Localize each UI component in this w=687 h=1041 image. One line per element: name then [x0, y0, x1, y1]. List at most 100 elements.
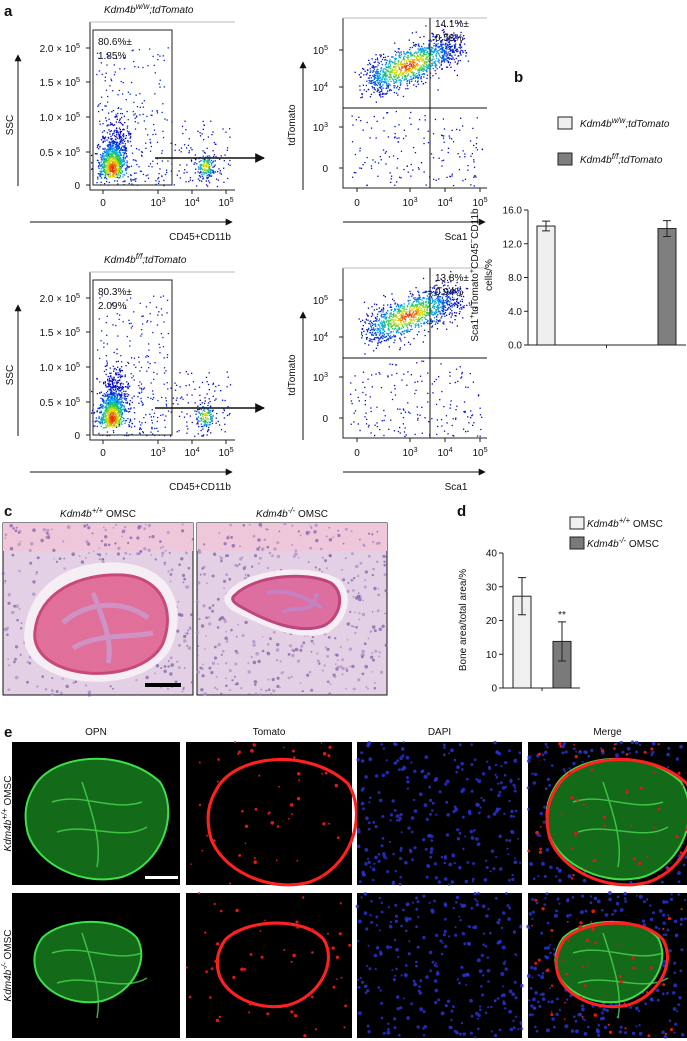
event-dot	[204, 416, 207, 418]
event-dot	[110, 130, 112, 132]
event-dot	[481, 148, 483, 150]
event-dot	[423, 171, 425, 173]
event-dot	[116, 397, 118, 399]
event-dot	[449, 371, 451, 373]
event-dot	[205, 165, 207, 167]
event-dot	[385, 61, 387, 64]
event-dot	[473, 176, 475, 178]
event-dot	[114, 367, 116, 370]
event-dot	[449, 64, 451, 66]
event-dot	[415, 287, 417, 289]
event-dot	[460, 377, 462, 379]
event-dot	[145, 306, 148, 308]
event-dot	[113, 431, 115, 434]
event-dot	[450, 400, 452, 402]
event-dot	[397, 319, 399, 321]
event-dot	[443, 128, 446, 130]
event-dot	[385, 68, 387, 70]
event-dot	[102, 163, 104, 165]
event-dot	[395, 315, 398, 317]
event-dot	[380, 387, 383, 389]
event-dot	[392, 324, 394, 326]
event-dot	[409, 343, 411, 345]
event-dot	[226, 414, 229, 417]
event-dot	[398, 68, 400, 70]
event-dot	[432, 67, 434, 70]
event-dot	[210, 420, 212, 422]
event-dot	[119, 135, 121, 137]
event-dot	[117, 132, 119, 134]
event-dot	[373, 350, 375, 352]
event-dot	[371, 58, 373, 60]
panel-label: c	[4, 503, 12, 520]
event-dot	[99, 381, 101, 383]
event-dot	[109, 148, 111, 151]
event-dot	[115, 409, 117, 411]
event-dot	[110, 164, 112, 166]
event-dot	[454, 61, 456, 63]
event-dot	[473, 166, 476, 168]
event-dot	[198, 168, 200, 170]
event-dot	[108, 162, 110, 165]
event-dot	[217, 179, 219, 181]
event-dot	[361, 96, 363, 98]
event-dot	[354, 153, 357, 156]
event-dot	[105, 402, 107, 405]
event-dot	[115, 154, 117, 156]
event-dot	[154, 72, 156, 74]
event-dot	[208, 409, 210, 411]
event-dot	[113, 406, 115, 408]
event-dot	[451, 175, 453, 177]
event-dot	[392, 318, 394, 320]
event-dot	[120, 409, 122, 411]
text-run: 1.0 × 10	[40, 363, 77, 374]
event-dot	[391, 71, 393, 74]
event-dot	[116, 385, 119, 387]
event-dot	[218, 424, 221, 426]
event-dot	[418, 68, 420, 70]
event-dot	[106, 154, 108, 156]
event-dot	[159, 55, 161, 57]
event-dot	[400, 304, 403, 306]
event-dot	[112, 378, 114, 380]
event-dot	[415, 316, 417, 318]
event-dot	[434, 62, 436, 64]
event-dot	[379, 54, 381, 56]
event-dot	[388, 67, 390, 69]
event-dot	[428, 290, 430, 292]
event-dot	[470, 155, 472, 157]
event-dot	[130, 165, 133, 167]
event-dot	[103, 158, 106, 160]
event-dot	[190, 160, 193, 162]
event-dot	[108, 395, 110, 398]
event-dot	[410, 55, 412, 57]
event-dot	[439, 56, 442, 58]
event-dot	[116, 134, 118, 136]
event-dot	[119, 175, 122, 177]
event-dot	[126, 299, 128, 301]
event-dot	[404, 59, 406, 61]
event-dot	[398, 312, 400, 314]
event-dot	[405, 320, 407, 322]
event-dot	[437, 60, 439, 62]
event-dot	[120, 146, 123, 149]
event-dot	[421, 380, 423, 382]
event-dot	[421, 73, 423, 76]
event-dot	[103, 405, 105, 407]
event-dot	[126, 386, 129, 388]
event-dot	[118, 379, 120, 382]
event-dot	[108, 148, 110, 150]
event-dot	[118, 369, 120, 371]
event-dot	[408, 39, 410, 41]
event-dot	[397, 94, 399, 96]
event-dot	[384, 152, 386, 154]
event-dot	[207, 429, 209, 431]
event-dot	[122, 124, 124, 126]
event-dot	[93, 425, 95, 427]
event-dot	[425, 81, 427, 84]
event-dot	[396, 81, 398, 83]
event-dot	[111, 124, 114, 126]
event-dot	[135, 116, 138, 118]
event-dot	[421, 45, 423, 48]
event-dot	[111, 111, 113, 113]
